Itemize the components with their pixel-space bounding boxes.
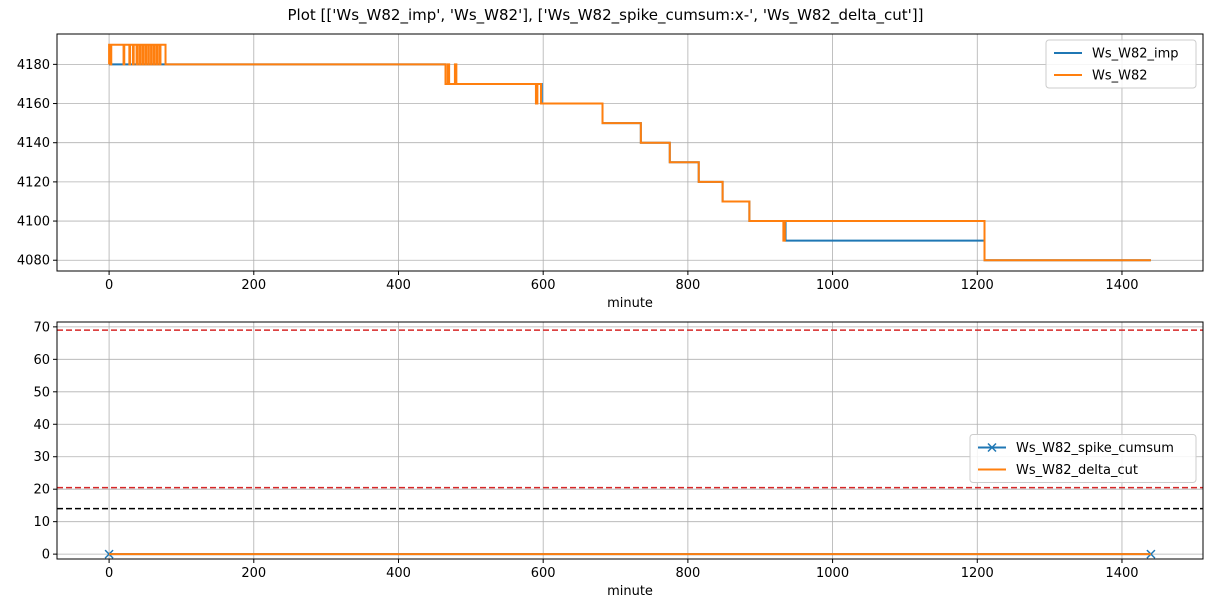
subplot-2: 0 200 400 600 800 1000 1200 1400 0 10 20 30 40 50 60 70…: [33, 320, 1204, 599]
x-tick-label: 200: [241, 566, 266, 581]
x-tick-label: 600: [531, 278, 556, 293]
x-tick-label: 1000: [816, 566, 849, 581]
y-tick-label: 50: [33, 385, 50, 400]
y-tick-label: 4160: [17, 97, 50, 112]
x-tick-label: 600: [531, 566, 556, 581]
legend-box: [1045, 39, 1197, 89]
subplot-1: 0 200 400 600 800 1000 1200 1400 4080 4100 4120 414…: [17, 33, 1204, 311]
y-tick-label: 0: [42, 548, 50, 563]
x-tick-label: 800: [675, 278, 700, 293]
legend-label: Ws_W82: [1092, 69, 1148, 84]
legend-label: Ws_W82_spike_cumsum: [1016, 441, 1174, 456]
legend-marker: [987, 442, 997, 453]
x-tick-label: 800: [675, 566, 700, 581]
y-tick-label: 4120: [17, 175, 50, 190]
y-tick-label: 4140: [17, 136, 50, 151]
y-tick-label: 30: [33, 450, 50, 465]
legend-box: [969, 434, 1197, 483]
series-group: [108, 43, 1151, 262]
x-tick-label: 1200: [961, 278, 994, 293]
y-tick-label: 4180: [17, 58, 50, 73]
x-tick-label: 1400: [1105, 278, 1138, 293]
series-line: [108, 43, 1151, 262]
x-tick-label: 0: [105, 566, 113, 581]
x-tick-label: 1400: [1105, 566, 1138, 581]
legend-label: Ws_W82_imp: [1092, 47, 1179, 62]
y-tick-label: 60: [33, 353, 50, 368]
x-tick-label: 200: [241, 278, 266, 293]
y-tick-label: 70: [33, 320, 50, 335]
axes-frame: [56, 33, 1204, 272]
y-tick-label: 10: [33, 515, 50, 530]
y-tick-label: 4080: [17, 254, 50, 269]
figure-title: Plot [['Ws_W82_imp', 'Ws_W82'], ['Ws_W82…: [287, 6, 924, 24]
legend: Ws_W82_imp Ws_W82: [1045, 39, 1197, 89]
series-group: [104, 549, 1156, 559]
y-tick-label: 20: [33, 483, 50, 498]
y-tick-label: 4100: [17, 215, 50, 230]
x-tick-label: 1200: [961, 566, 994, 581]
legend: Ws_W82_spike_cumsum Ws_W82_delta_cut: [969, 434, 1197, 483]
x-axis-label: minute: [607, 584, 653, 599]
x-tick-label: 1000: [816, 278, 849, 293]
axes-frame: [56, 321, 1204, 560]
x-tick-label: 400: [386, 566, 411, 581]
x-tick-label: 400: [386, 278, 411, 293]
legend-label: Ws_W82_delta_cut: [1016, 463, 1138, 478]
x-tick-label: 0: [105, 278, 113, 293]
y-tick-label: 40: [33, 418, 50, 433]
series-line: [109, 63, 1151, 262]
x-axis-label: minute: [607, 296, 653, 311]
